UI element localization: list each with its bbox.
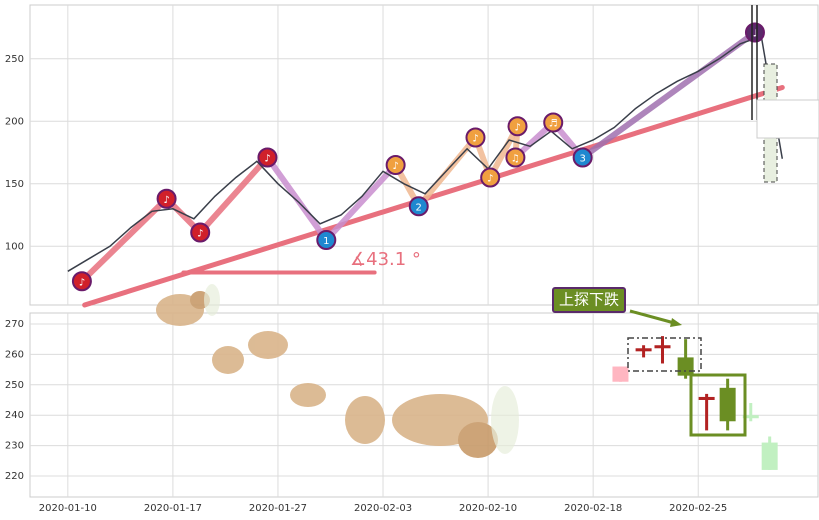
wave-segment <box>78 195 170 285</box>
marker-label: ♪ <box>487 174 493 185</box>
dog-decorations <box>156 284 519 458</box>
candle-body <box>698 396 715 400</box>
grid-layer <box>30 5 818 497</box>
x-tick-label: 2020-01-10 <box>39 503 97 514</box>
pattern-box <box>627 337 702 372</box>
x-tick-label: 2020-01-27 <box>249 503 307 514</box>
angle-label: ∡43.1 ° <box>350 249 421 270</box>
marker-label: ♪ <box>197 229 203 240</box>
arrow-head <box>670 318 682 327</box>
marker <box>156 188 177 209</box>
price-line <box>67 35 784 272</box>
y-tick-label: 250 <box>5 380 24 391</box>
marker-label: ♪ <box>472 134 478 145</box>
marker <box>572 147 593 168</box>
candle-body <box>742 415 759 419</box>
candle-body <box>719 387 736 422</box>
marker-label: ♪ <box>392 161 398 172</box>
candle-body <box>677 357 694 376</box>
annotation-box <box>552 287 626 313</box>
marker-label: 3 <box>579 154 585 165</box>
y-tick-label: 230 <box>5 441 24 452</box>
pattern-box <box>689 373 747 437</box>
marker <box>480 167 501 188</box>
marker <box>505 147 526 168</box>
wave-segment <box>323 162 399 243</box>
y-tick-label: 250 <box>5 54 24 65</box>
mark-layer: 2020-01-10 2020-01-17 2020-01-27 2020-02-03… <box>5 22 785 514</box>
candle-body <box>612 366 629 382</box>
x-tick-label: 2020-02-10 <box>459 503 517 514</box>
marker <box>316 230 337 250</box>
y-tick-label: 200 <box>5 116 24 127</box>
marker-label: ♪ <box>514 122 520 133</box>
marker <box>257 147 278 168</box>
y-tick-label: 220 <box>5 471 24 482</box>
x-tick-label: 2020-01-17 <box>144 503 202 514</box>
x-tick-label: 2020-02-18 <box>564 503 622 514</box>
x-tick-label: 2020-02-25 <box>669 503 727 514</box>
candle-body <box>635 348 652 352</box>
marker-label: ♫ <box>511 154 520 165</box>
widget-panel <box>756 99 819 139</box>
trend-line <box>82 85 785 308</box>
annotation-text: 上探下跌 <box>559 291 619 309</box>
marker-label: ♪ <box>264 154 270 165</box>
x-tick-label: 2020-02-03 <box>354 503 412 514</box>
marker <box>385 155 406 175</box>
y-tick-label: 150 <box>5 179 24 190</box>
annotation-arrow <box>629 309 679 326</box>
marker-label: ♬ <box>549 119 558 130</box>
y-tick-label: 100 <box>5 241 24 252</box>
marker <box>507 116 528 137</box>
marker <box>190 222 211 243</box>
wave-segment <box>197 154 271 236</box>
candle-body <box>761 442 778 470</box>
wave-segment <box>264 154 330 243</box>
y-tick-label: 270 <box>5 319 24 330</box>
y-tick-label: 240 <box>5 410 24 421</box>
marker-label: ♪ <box>163 195 169 206</box>
marker <box>408 196 429 217</box>
marker <box>744 22 765 43</box>
top-panel <box>29 4 819 306</box>
marker-label: ♩ <box>753 29 758 40</box>
marker-label: ♪ <box>79 277 85 288</box>
marker <box>465 127 486 148</box>
marker <box>71 271 92 292</box>
marker <box>543 112 564 133</box>
y-tick-label: 260 <box>5 349 24 360</box>
marker-label: 1 <box>323 236 329 247</box>
candle-body <box>654 345 671 349</box>
marker-label: 2 <box>416 202 422 213</box>
